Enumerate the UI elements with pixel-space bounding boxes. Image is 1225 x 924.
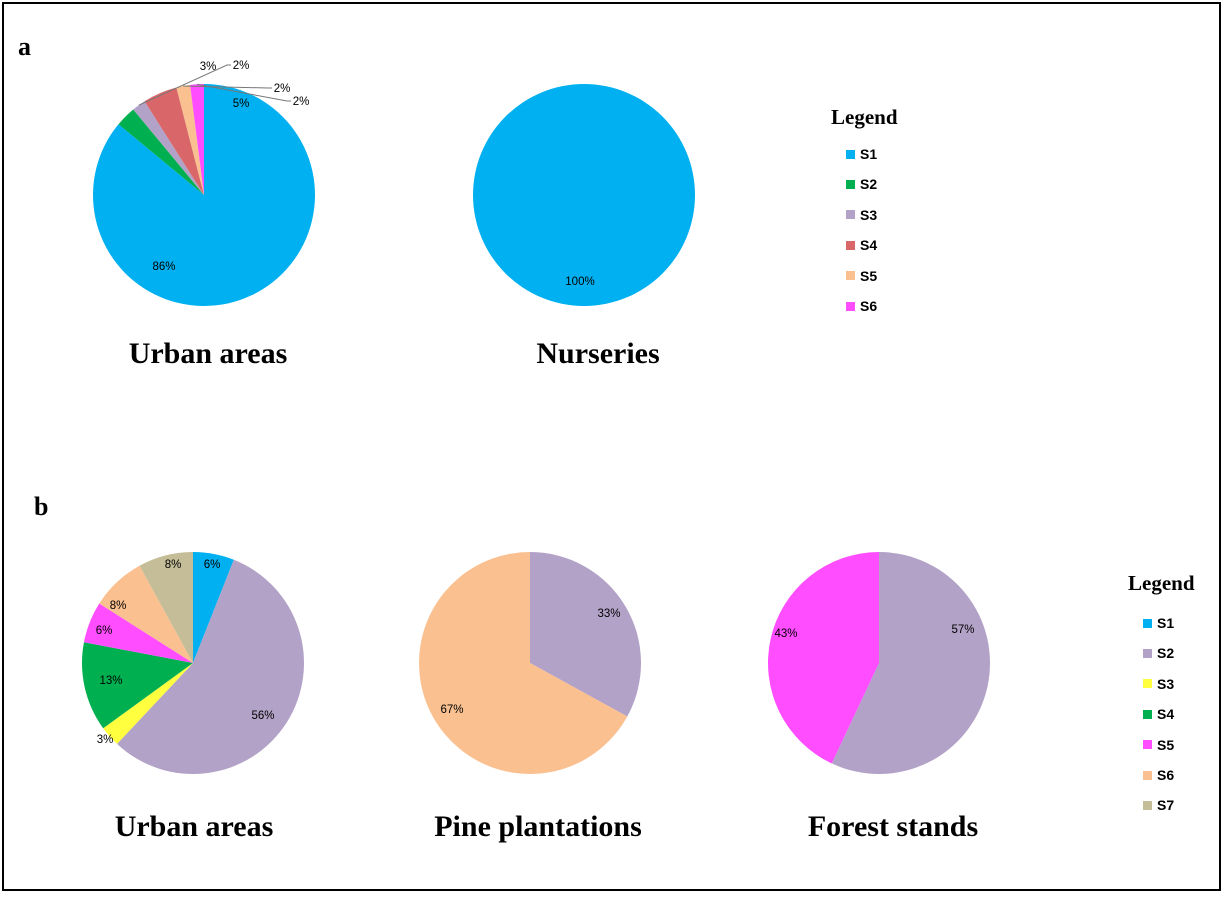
pie-slice-s4 xyxy=(144,87,204,195)
legend-swatch xyxy=(846,179,855,189)
chart-title-urban-areas-a: Urban areas xyxy=(128,337,288,370)
pie-value-label: 6% xyxy=(96,625,113,637)
legend-item-s2: S2 xyxy=(846,176,877,192)
legend-label: S2 xyxy=(860,176,878,193)
legend-label: S6 xyxy=(860,298,878,314)
legend-item-s6: S6 xyxy=(1143,767,1174,783)
pie-value-label: 33% xyxy=(597,608,620,620)
legend-label: S1 xyxy=(860,146,878,162)
pie-value-label: 8% xyxy=(165,559,182,571)
pie-value-label: 5% xyxy=(233,98,250,110)
pie-slice-s7 xyxy=(139,552,193,663)
pie-value-label: 8% xyxy=(110,600,127,612)
chart-title-urban-areas-b: Urban areas xyxy=(114,810,274,843)
panel-label-a: a xyxy=(18,32,31,61)
legend-swatch xyxy=(1143,800,1152,810)
pie-slice-s5 xyxy=(768,552,879,764)
legend-label: S4 xyxy=(1157,706,1175,723)
pie-slice-s5 xyxy=(83,603,193,663)
legend-swatch xyxy=(846,301,855,311)
legend-label: S4 xyxy=(860,237,878,254)
pie-value-label: 13% xyxy=(99,675,122,687)
pie-slice-s5 xyxy=(176,84,204,195)
pie-chart-nurseries: 100% xyxy=(473,84,695,306)
legend-swatch xyxy=(1143,648,1152,658)
legend-label: S3 xyxy=(860,206,878,223)
legend-title-a: Legend xyxy=(831,105,898,129)
pie-slice-s3 xyxy=(133,101,204,195)
legend-item-s2: S2 xyxy=(1143,645,1174,661)
legend-label: S3 xyxy=(1157,675,1175,692)
legend-swatch xyxy=(1143,618,1152,628)
pie-value-label: 67% xyxy=(440,704,463,716)
legend-swatch xyxy=(846,240,855,250)
figure-frame: a b 86% 3% 2% 5% 2% 2% 100% 6% 56% 3% 13% 6% 8% 8% … xyxy=(2,2,1221,891)
legend-swatch xyxy=(1143,770,1152,780)
legend-swatch xyxy=(1143,679,1152,689)
leader-line xyxy=(138,64,231,106)
legend-title-b: Legend xyxy=(1128,571,1195,595)
legend-item-s4: S4 xyxy=(846,237,877,253)
pie-value-label: 86% xyxy=(152,261,175,273)
chart-title-nurseries: Nurseries xyxy=(536,337,660,370)
pie-chart-pine-plantations: 33% 67% xyxy=(419,552,641,774)
legend-item-s1: S1 xyxy=(846,146,877,162)
pie-value-label: 2% xyxy=(274,83,291,95)
legend-label: S2 xyxy=(1157,645,1175,662)
pie-value-label: 57% xyxy=(951,624,974,636)
pie-slice-s2 xyxy=(831,552,990,774)
pie-slice-s2 xyxy=(530,552,641,717)
legend-item-s7: S7 xyxy=(1143,797,1174,813)
pie-value-label: 3% xyxy=(200,61,217,73)
legend-swatch xyxy=(846,210,855,220)
chart-title-forest-stands: Forest stands xyxy=(807,810,979,843)
pie-chart-urban-areas-a: 86%3% 2%5%2%2% xyxy=(92,60,315,306)
pie-slice-s1 xyxy=(193,552,234,663)
pie-value-label: 100% xyxy=(565,276,594,288)
pie-slice-s3 xyxy=(103,663,193,744)
legend-item-s5: S5 xyxy=(1143,737,1174,753)
leader-line xyxy=(196,83,291,102)
legend-item-s3: S3 xyxy=(1143,676,1174,692)
legend-label: S6 xyxy=(1157,767,1175,783)
chart-title-pine-plantations: Pine plantations xyxy=(434,810,642,843)
pie-slice-s6 xyxy=(99,565,193,663)
pie-slice-s2 xyxy=(117,559,304,774)
pie-chart-urban-areas-b: 6% 56% 3% 13% 6% 8% 8% xyxy=(82,552,304,774)
pie-value-label: 56% xyxy=(251,710,274,722)
legend-item-s3: S3 xyxy=(846,207,877,223)
pie-slice-s2 xyxy=(118,109,204,195)
legend-label: S7 xyxy=(1157,797,1175,814)
legend-item-s6: S6 xyxy=(846,298,877,314)
pie-slice-s4 xyxy=(82,642,193,729)
pie-chart-forest-stands: 57% 43% xyxy=(768,552,990,774)
legend-label: S1 xyxy=(1157,615,1175,631)
legend-swatch xyxy=(1143,709,1152,719)
pie-value-label: 3% xyxy=(97,734,114,746)
pie-value-label: 43% xyxy=(774,628,797,640)
pie-slice-s6 xyxy=(190,84,204,195)
legend-item-s1: S1 xyxy=(1143,615,1174,631)
pie-value-label: 2% xyxy=(233,60,250,72)
pie-slice-s6 xyxy=(419,552,628,774)
legend-label: S5 xyxy=(860,267,878,284)
legend-swatch xyxy=(846,149,855,159)
legend-item-s5: S5 xyxy=(846,268,877,284)
panel-label-b: b xyxy=(34,492,49,521)
pie-value-label: 6% xyxy=(204,559,221,571)
legend-swatch xyxy=(1143,740,1152,750)
legend-swatch xyxy=(846,271,855,281)
pie-value-label: 2% xyxy=(293,96,310,108)
pie-slice-s1 xyxy=(473,84,695,306)
legend-label: S5 xyxy=(1157,736,1175,753)
legend-item-s4: S4 xyxy=(1143,706,1174,722)
